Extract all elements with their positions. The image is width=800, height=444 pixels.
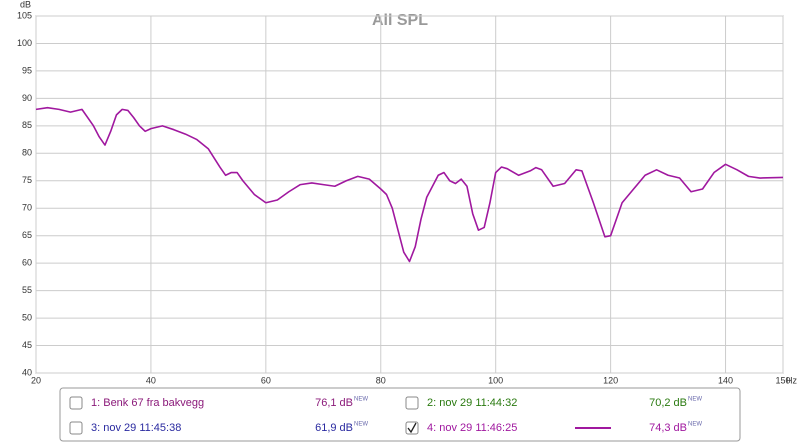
legend-level: 76,1 dB [315,397,353,409]
y-tick-label: 85 [22,120,32,130]
legend-name: 3: nov 29 11:45:38 [91,422,181,434]
x-tick-label: 80 [376,375,386,385]
y-tick-label: 90 [22,93,32,103]
x-tick-label: 140 [718,375,733,385]
y-tick-label: 80 [22,148,32,158]
legend-name: 2: nov 29 11:44:32 [427,397,517,409]
legend-name: 4: nov 29 11:46:25 [427,422,517,434]
y-tick-label: 60 [22,258,32,268]
y-tick-label: 75 [22,175,32,185]
checkmark [407,422,417,434]
legend-badge: NEW [354,422,368,428]
legend-box [59,387,741,442]
y-tick-label: 40 [22,367,32,377]
x-tick-label: 60 [261,375,271,385]
checkbox[interactable] [405,396,419,410]
checkbox[interactable] [69,396,83,410]
legend-badge: NEW [688,397,702,403]
legend-badge: NEW [688,422,702,428]
legend-name: 1: Benk 67 fra bakvegg [91,397,204,409]
x-tick-label: 100 [488,375,503,385]
plot-area [35,15,784,374]
x-tick-label: 20 [31,375,41,385]
y-tick-label: 45 [22,340,32,350]
legend-level: 74,3 dB [649,422,687,434]
y-tick-label: 50 [22,312,32,322]
x-unit: Hz [786,375,797,385]
x-tick-label: 120 [603,375,618,385]
checkbox[interactable] [69,421,83,435]
y-unit: dB [20,0,31,9]
data-line [35,106,784,263]
y-tick-label: 95 [22,65,32,75]
legend-level: 70,2 dB [649,397,687,409]
y-tick-label: 105 [17,10,32,20]
legend-badge: NEW [354,397,368,403]
legend-level: 61,9 dB [315,422,353,434]
y-tick-label: 100 [17,38,32,48]
y-tick-label: 55 [22,285,32,295]
x-tick-label: 40 [146,375,156,385]
y-tick-label: 70 [22,203,32,213]
x-tick-label: 150 [775,375,790,385]
y-tick-label: 65 [22,230,32,240]
